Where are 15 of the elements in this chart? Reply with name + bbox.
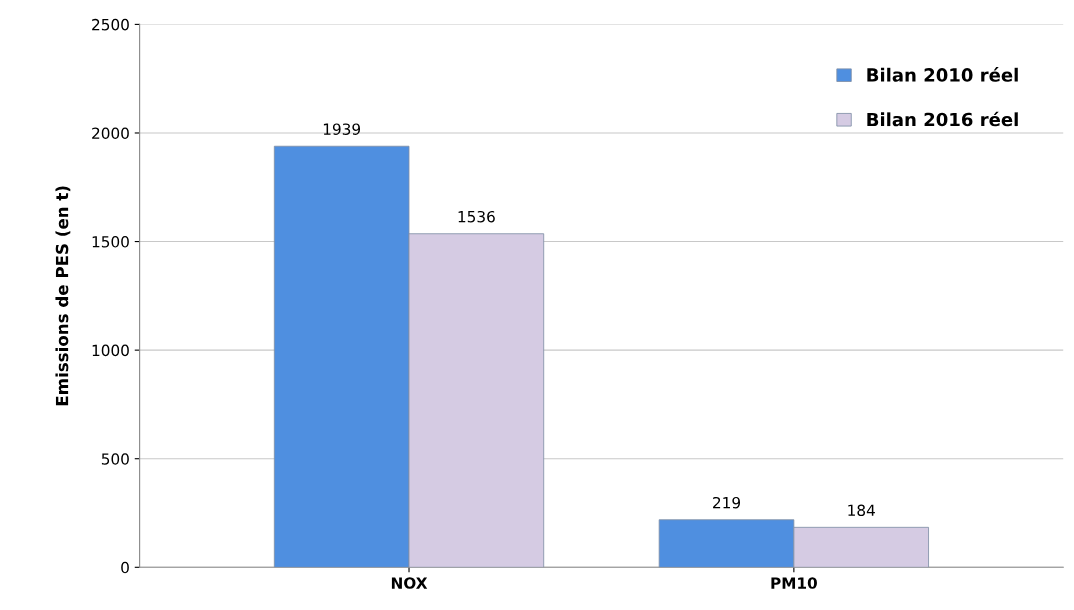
x-tick-label: PM10 [771,577,817,589]
y-axis-title: Emissions de PES (en t) [55,186,71,406]
y-tick-label: 0 [121,561,129,574]
y-tick-label: 2500 [92,18,129,31]
legend-label: Bilan 2016 réel [867,111,1018,127]
legend-label: Bilan 2010 réel [867,67,1018,82]
data-label: 184 [848,504,875,517]
y-tick-label: 500 [101,453,129,465]
x-tick-label: NOX [391,577,428,589]
y-tick-label: 2000 [92,127,129,139]
data-label: 219 [713,496,741,509]
y-tick-label: 1500 [92,236,129,248]
data-label: 1536 [458,210,495,223]
y-tick-label: 1000 [92,344,129,357]
data-label: 1939 [323,123,361,135]
